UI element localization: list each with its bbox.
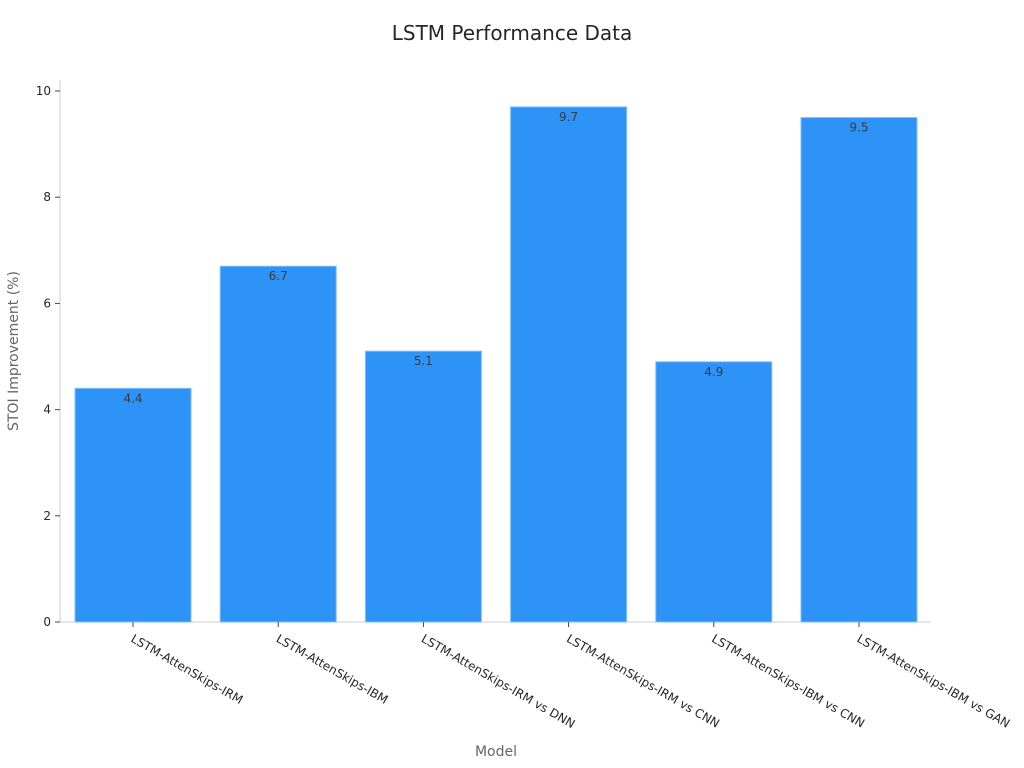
data-label: 9.5 <box>849 121 868 135</box>
y-tick-label: 6 <box>43 296 51 310</box>
x-tick-label: LSTM-AttenSkips-IBM vs GAN <box>855 631 1013 730</box>
chart-title: LSTM Performance Data <box>392 21 633 45</box>
data-label: 4.9 <box>704 365 723 379</box>
data-label: 6.7 <box>269 269 288 283</box>
x-axis-label: Model <box>475 744 517 760</box>
bar <box>74 387 192 623</box>
x-tick-label: LSTM-AttenSkips-IBM <box>274 631 391 706</box>
bar <box>655 361 773 623</box>
bar <box>219 265 337 623</box>
y-tick-label: 2 <box>43 509 51 523</box>
y-axis-label: STOI Improvement (%) <box>6 271 22 431</box>
data-label: 5.1 <box>414 354 433 368</box>
data-label: 4.4 <box>123 391 142 405</box>
x-tick-label: LSTM-AttenSkips-IRM vs CNN <box>564 631 722 730</box>
data-label: 9.7 <box>559 110 578 124</box>
x-tick-label: LSTM-AttenSkips-IBM vs CNN <box>709 631 867 730</box>
bar <box>364 350 482 623</box>
bar <box>800 117 918 623</box>
y-tick-label: 0 <box>43 615 51 629</box>
y-tick-label: 10 <box>36 84 51 98</box>
y-tick-label: 4 <box>43 403 51 417</box>
x-tick-label: LSTM-AttenSkips-IRM vs DNN <box>419 631 578 731</box>
y-tick-label: 8 <box>43 190 51 204</box>
bar <box>510 106 628 623</box>
plot-area: 0 2 4 6 8 10 4.4 LSTM-AttenSkips-IRM 6.7 LSTM-Att… <box>36 80 1013 731</box>
x-tick-label: LSTM-AttenSkips-IRM <box>129 631 246 707</box>
